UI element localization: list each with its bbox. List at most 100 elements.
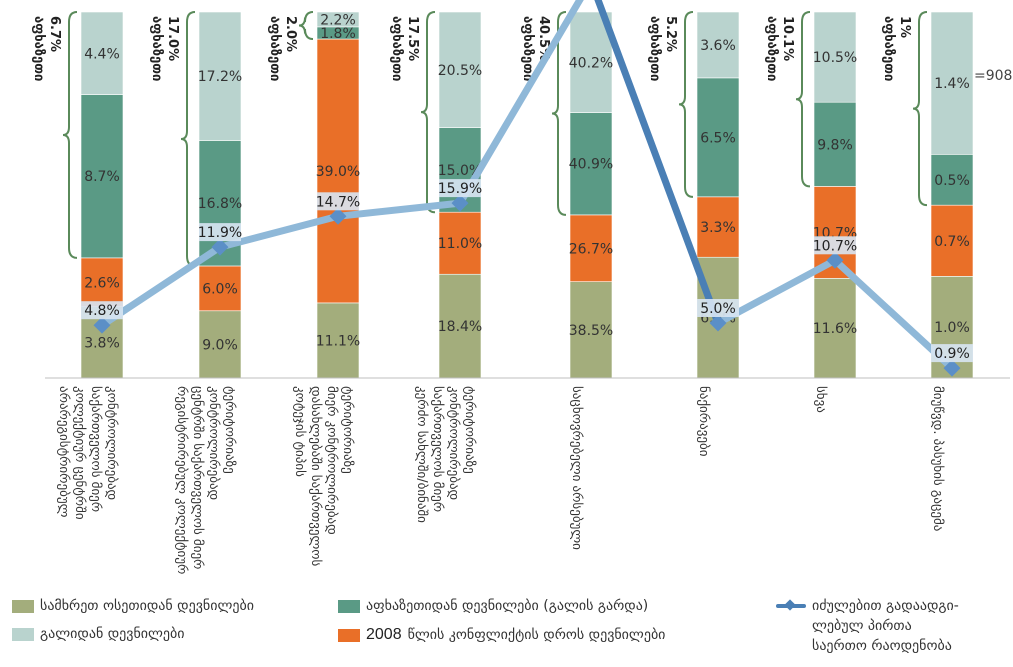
- bar-gali-2: [198, 11, 242, 141]
- abkhazia-bracket-value-3: 2.0%: [283, 16, 298, 52]
- label-abkhazia-5: 40.9%: [569, 157, 613, 173]
- abkhazia-bracket-value-8: 1%: [897, 16, 912, 38]
- bar-south-ossetia-4: [438, 273, 482, 379]
- total-line-label-8: 0.9%: [934, 346, 970, 362]
- x-tick-label-2-2: ცენტრში საქართველოს მიერ: [190, 386, 205, 569]
- total-line-segment-5: [594, 0, 722, 327]
- label-abkhazia-1: 8.7%: [84, 169, 120, 185]
- total-line-marker-3: [329, 207, 347, 225]
- label-abkhazia-8: 0.5%: [934, 173, 970, 189]
- label-gali-1: 4.4%: [84, 46, 120, 62]
- total-line-segment-3: [334, 199, 464, 220]
- bar-abkhazia-6: [696, 77, 740, 198]
- bar-conflict-2008-4: [438, 211, 482, 275]
- x-tick-label-1-2: კოლექტიურ ცენტრში: [72, 386, 87, 520]
- bar-conflict-2008-1: [80, 257, 124, 307]
- abkhazia-bracket-8: [912, 11, 928, 207]
- total-line-label-bg-1: [81, 301, 123, 320]
- label-south-ossetia-8: 1.0%: [934, 320, 970, 336]
- legend-item-total-line: იძულებით გადაადგი- ლებულ პირთა საერთო რა…: [776, 596, 959, 656]
- bar-south-ossetia-2: [198, 310, 242, 379]
- total-line-marker-2: [211, 238, 229, 256]
- bar-gali-5: [569, 11, 613, 113]
- x-tick-label-2-3: კონტროლირებად: [206, 386, 221, 500]
- abkhazia-bracket-word-2: აფხაზეთი: [149, 16, 164, 81]
- x-tick-label-1-1: არარეგისტრირებულ: [56, 386, 71, 518]
- bar-gali-7: [813, 11, 857, 103]
- total-line-label-4: 15.9%: [438, 181, 482, 197]
- bar-gali-1: [80, 11, 124, 95]
- abkhazia-bracket-word-5: აფხაზეთი: [520, 16, 535, 81]
- total-line-label-7: 10.7%: [813, 238, 857, 254]
- total-line-marker-6: [709, 314, 727, 332]
- label-abkhazia-2: 16.8%: [198, 196, 242, 212]
- total-line-label-bg-6: [697, 299, 739, 317]
- label-abkhazia-7: 9.8%: [817, 137, 853, 153]
- bar-conflict-2008-3: [316, 38, 360, 304]
- abkhazia-bracket-word-6: აფხაზეთი: [647, 16, 662, 81]
- total-line-marker-8: [943, 359, 961, 377]
- x-tick-label-2-1: რეგისტრირებულ კოლექტიურ: [174, 386, 189, 574]
- x-tick-label-7-1: სხვა: [813, 386, 828, 413]
- label-gali-5: 40.2%: [569, 55, 613, 71]
- bar-conflict-2008-2: [198, 265, 242, 312]
- label-south-ossetia-2: 9.0%: [202, 337, 238, 353]
- x-tick-label-4-1: კერძო სახლში/ბინაში: [414, 386, 429, 523]
- label-south-ossetia-1: 3.8%: [84, 335, 120, 351]
- abkhazia-bracket-7: [795, 11, 811, 188]
- bar-conflict-2008-5: [569, 214, 613, 282]
- label-conflict-2008-4: 11.0%: [438, 236, 482, 252]
- bar-conflict-2008-8: [930, 204, 974, 277]
- bar-south-ossetia-7: [813, 278, 857, 379]
- label-south-ossetia-7: 11.6%: [813, 321, 857, 337]
- bar-abkhazia-8: [930, 154, 974, 206]
- label-south-ossetia-5: 38.5%: [569, 323, 613, 339]
- label-conflict-2008-6: 3.3%: [700, 220, 736, 236]
- label-abkhazia-3: 1.8%: [320, 26, 356, 42]
- x-tick-label-5-1: საცხოვრებელი არსებული: [569, 386, 584, 550]
- abkhazia-bracket-4: [420, 11, 436, 214]
- label-conflict-2008-3: 39.0%: [316, 164, 360, 180]
- abkhazia-bracket-3: [298, 11, 314, 41]
- x-tick-label-4-4: ტერიტორიაზე: [462, 386, 477, 474]
- total-line-marker-4: [451, 194, 469, 212]
- x-tick-label-3-2: დასახლებაში საქართველოს: [308, 386, 323, 567]
- label-conflict-2008-2: 6.0%: [202, 281, 238, 297]
- bar-gali-6: [696, 11, 740, 79]
- legend-label-gali: გალიდან დევნილები: [40, 626, 185, 642]
- abkhazia-bracket-value-2: 17.0%: [165, 16, 180, 61]
- total-line-label-bg-7: [814, 236, 856, 255]
- legend-label-south-ossetia: სამხრეთ ოსეთიდან დევნილები: [40, 598, 254, 614]
- total-line-label-bg-4: [439, 179, 481, 198]
- total-line-marker-1: [93, 316, 111, 334]
- abkhazia-bracket-value-1: 6.7%: [47, 16, 62, 52]
- legend-swatch-total-line: [776, 599, 806, 613]
- x-tick-label-1-3: საქართველოს მიერ: [88, 386, 103, 512]
- abkhazia-bracket-word-1: აფხაზეთი: [31, 16, 46, 81]
- x-tick-label-4-3: კონტროლირებად: [446, 386, 461, 500]
- total-line-label-bg-3: [317, 192, 359, 211]
- total-line-label-1: 4.8%: [84, 303, 120, 319]
- x-tick-label-4-2: საქართველოს მიერ: [430, 386, 445, 512]
- total-line-segment-2: [216, 212, 342, 251]
- abkhazia-bracket-word-7: აფხაზეთი: [764, 16, 779, 81]
- legend-swatch-2008: [338, 628, 360, 642]
- legend-item-2008: 2008 წლის კონფლიქტის დროს დევნილები: [338, 626, 665, 644]
- bar-abkhazia-7: [813, 101, 857, 187]
- label-gali-2: 17.2%: [198, 69, 242, 85]
- legend-item-gali: გალიდან დევნილები: [12, 626, 185, 642]
- label-gali-7: 10.5%: [813, 50, 857, 66]
- abkhazia-brackets-group: აფხაზეთი 6.7% აფხაზეთი 17.0% აფხაზეთი 2.0% აფხ…: [31, 11, 928, 267]
- total-line-label-2: 11.9%: [198, 225, 242, 241]
- total-line-label-bg-8: [931, 344, 973, 363]
- abkhazia-bracket-word-4: აფხაზეთი: [389, 16, 404, 81]
- abkhazia-bracket-5: [551, 11, 567, 216]
- bar-south-ossetia-5: [569, 281, 613, 379]
- bar-abkhazia-5: [569, 112, 613, 216]
- total-line-label-3: 14.7%: [316, 194, 360, 210]
- bar-gali-4: [438, 11, 482, 128]
- label-abkhazia-4: 15.0%: [438, 163, 482, 179]
- legend-swatch-abkhazia: [338, 599, 360, 613]
- label-south-ossetia-3: 11.1%: [316, 333, 360, 349]
- legend-label-total-line3: საერთო რაოდენობა: [812, 638, 952, 654]
